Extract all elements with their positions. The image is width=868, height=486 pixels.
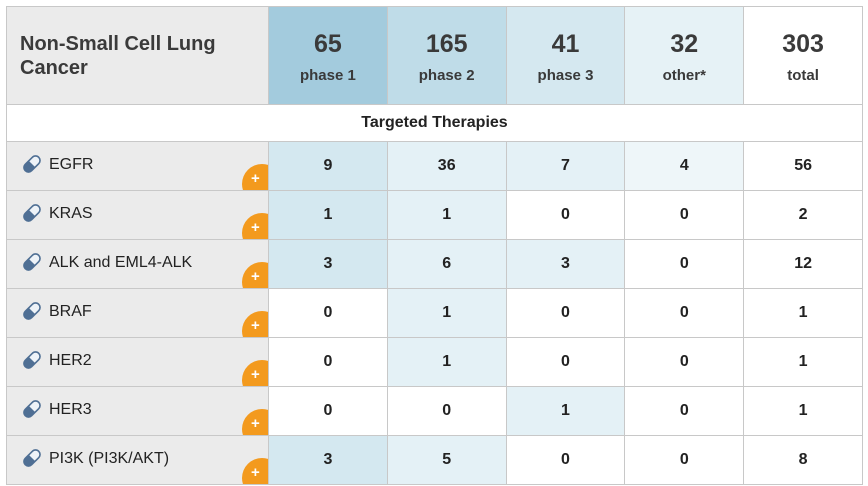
row-label-cell[interactable]: BRAF + <box>6 288 269 338</box>
total-label: total <box>787 66 819 84</box>
row-name: KRAS <box>49 205 93 222</box>
phase1-count: 65 <box>313 29 342 58</box>
table-row[interactable]: PI3K (PI3K/AKT) + 3 5 0 0 8 <box>6 435 863 485</box>
row-name: ALK and EML4-ALK <box>49 254 193 271</box>
phase3-value: 0 <box>505 190 626 240</box>
other-value: 4 <box>624 141 745 191</box>
plus-icon[interactable]: + <box>242 458 268 484</box>
plus-icon[interactable]: + <box>242 213 268 239</box>
plus-icon[interactable]: + <box>242 262 268 288</box>
section-title: Targeted Therapies <box>6 104 863 142</box>
phase2-value: 0 <box>386 386 507 436</box>
pill-icon <box>23 204 41 222</box>
phase1-label: phase 1 <box>299 66 356 84</box>
table-row[interactable]: BRAF + 0 1 0 0 1 <box>6 288 863 338</box>
phase2-value: 1 <box>386 190 507 240</box>
total-value: 2 <box>743 190 863 240</box>
total-value: 56 <box>743 141 863 191</box>
phase3-header[interactable]: 41 phase 3 <box>505 6 626 105</box>
other-label: other* <box>662 66 706 84</box>
pill-icon <box>23 449 41 467</box>
table-row[interactable]: HER3 + 0 0 1 0 1 <box>6 386 863 436</box>
row-name: HER2 <box>49 352 92 369</box>
header-row: Non-Small Cell Lung Cancer 65 phase 1 16… <box>6 6 863 105</box>
plus-icon[interactable]: + <box>242 311 268 337</box>
total-header[interactable]: 303 total <box>743 6 863 105</box>
cancer-title: Non-Small Cell Lung Cancer <box>6 6 269 105</box>
phase2-header[interactable]: 165 phase 2 <box>386 6 507 105</box>
pill-icon <box>23 351 41 369</box>
pill-icon <box>23 155 41 173</box>
row-name: BRAF <box>49 303 92 320</box>
phase2-value: 1 <box>386 288 507 338</box>
phase1-value: 0 <box>268 337 388 387</box>
phase1-value: 0 <box>268 386 388 436</box>
row-label-cell[interactable]: EGFR + <box>6 141 269 191</box>
pill-icon <box>23 400 41 418</box>
row-name: EGFR <box>49 156 94 173</box>
phase2-label: phase 2 <box>418 66 475 84</box>
total-count: 303 <box>782 29 824 58</box>
phase2-count: 165 <box>425 29 468 58</box>
phase1-header[interactable]: 65 phase 1 <box>268 6 388 105</box>
other-value: 0 <box>624 435 745 485</box>
total-value: 1 <box>743 337 863 387</box>
phase2-value: 36 <box>386 141 507 191</box>
other-value: 0 <box>624 239 745 289</box>
total-value: 8 <box>743 435 863 485</box>
total-value: 1 <box>743 288 863 338</box>
phase3-count: 41 <box>551 29 580 58</box>
phase3-value: 0 <box>505 288 626 338</box>
pill-icon <box>23 253 41 271</box>
row-label-cell[interactable]: HER2 + <box>6 337 269 387</box>
plus-icon[interactable]: + <box>242 164 268 190</box>
table-row[interactable]: EGFR + 9 36 7 4 56 <box>6 141 863 191</box>
other-value: 0 <box>624 386 745 436</box>
row-name: HER3 <box>49 401 92 418</box>
phase3-value: 0 <box>505 337 626 387</box>
other-count: 32 <box>670 29 699 58</box>
plus-icon[interactable]: + <box>242 360 268 386</box>
total-value: 1 <box>743 386 863 436</box>
other-header[interactable]: 32 other* <box>624 6 745 105</box>
table-row[interactable]: ALK and EML4-ALK + 3 6 3 0 12 <box>6 239 863 289</box>
phase2-value: 1 <box>386 337 507 387</box>
pill-icon <box>23 302 41 320</box>
phase3-value: 1 <box>505 386 626 436</box>
phase1-value: 1 <box>268 190 388 240</box>
phase1-value: 3 <box>268 239 388 289</box>
row-label-cell[interactable]: ALK and EML4-ALK + <box>6 239 269 289</box>
other-value: 0 <box>624 288 745 338</box>
phase1-value: 9 <box>268 141 388 191</box>
row-name: PI3K (PI3K/AKT) <box>49 450 170 467</box>
other-value: 0 <box>624 337 745 387</box>
section-row: Targeted Therapies <box>6 104 863 142</box>
phase1-value: 0 <box>268 288 388 338</box>
trials-table: Non-Small Cell Lung Cancer 65 phase 1 16… <box>6 6 863 485</box>
phase3-value: 0 <box>505 435 626 485</box>
trials-table-container: Non-Small Cell Lung Cancer 65 phase 1 16… <box>6 6 863 485</box>
phase2-value: 6 <box>386 239 507 289</box>
row-label-cell[interactable]: PI3K (PI3K/AKT) + <box>6 435 269 485</box>
phase3-label: phase 3 <box>537 66 594 84</box>
plus-icon[interactable]: + <box>242 409 268 435</box>
phase3-value: 3 <box>505 239 626 289</box>
total-value: 12 <box>743 239 863 289</box>
row-label-cell[interactable]: KRAS + <box>6 190 269 240</box>
phase3-value: 7 <box>505 141 626 191</box>
phase1-value: 3 <box>268 435 388 485</box>
table-row[interactable]: KRAS + 1 1 0 0 2 <box>6 190 863 240</box>
other-value: 0 <box>624 190 745 240</box>
row-label-cell[interactable]: HER3 + <box>6 386 269 436</box>
phase2-value: 5 <box>386 435 507 485</box>
table-row[interactable]: HER2 + 0 1 0 0 1 <box>6 337 863 387</box>
